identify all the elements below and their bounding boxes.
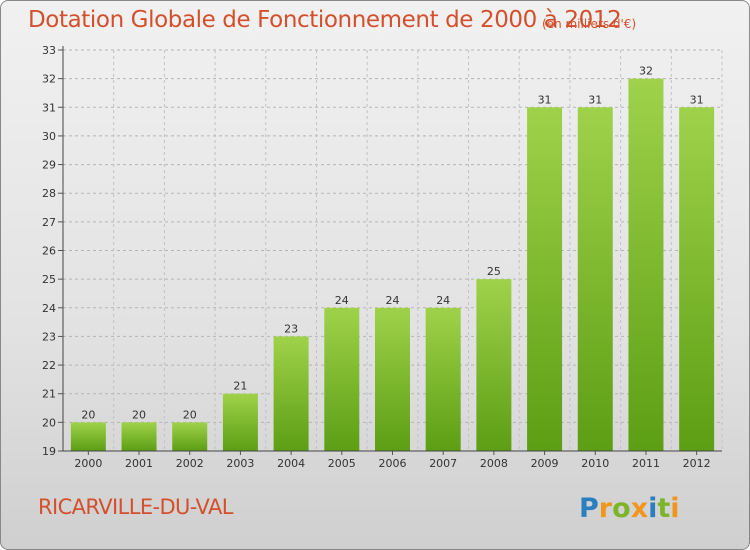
x-tick-label: 2012: [683, 457, 711, 470]
x-tick-label: 2002: [176, 457, 204, 470]
data-label: 20: [183, 408, 197, 421]
bar: [222, 393, 258, 451]
x-tick-label: 2007: [429, 457, 457, 470]
bar: [70, 422, 106, 451]
x-tick-label: 2003: [226, 457, 254, 470]
bar: [476, 279, 512, 451]
chart-title: Dotation Globale de Fonctionnement de 20…: [28, 7, 622, 33]
bar: [577, 107, 613, 452]
x-tick-label: 2010: [581, 457, 609, 470]
x-tick-label: 2005: [328, 457, 356, 470]
x-tick-label: 2004: [277, 457, 305, 470]
data-label: 31: [538, 93, 552, 106]
y-tick-label: 21: [42, 388, 56, 401]
data-label: 23: [284, 322, 298, 335]
x-tick-label: 2009: [531, 457, 559, 470]
bar: [527, 107, 563, 452]
bar: [375, 307, 410, 451]
y-tick-label: 27: [42, 216, 56, 229]
y-tick-label: 25: [42, 273, 56, 286]
bar: [324, 307, 360, 451]
y-tick-label: 33: [42, 44, 56, 57]
logo-letter: i: [648, 493, 657, 524]
x-tick-label: 2000: [74, 457, 102, 470]
data-label: 32: [639, 65, 653, 78]
svg-text:Proxiti: Proxiti: [579, 493, 680, 524]
axes: [58, 46, 722, 455]
data-label: 24: [436, 294, 450, 307]
bars: [70, 78, 715, 452]
data-label: 24: [335, 294, 349, 307]
y-tick-label: 31: [42, 101, 56, 114]
bar: [172, 422, 208, 451]
bar: [121, 422, 157, 451]
x-tick-label: 2011: [632, 457, 660, 470]
y-tick-label: 26: [42, 245, 56, 258]
data-label: 31: [588, 93, 602, 106]
y-tick-label: 19: [42, 445, 56, 458]
bar: [679, 107, 715, 452]
x-tick-label: 2008: [480, 457, 508, 470]
data-label: 20: [132, 408, 146, 421]
chart-subtitle: (en milliers d'€): [542, 17, 637, 31]
y-tick-label: 30: [42, 130, 56, 143]
logo-letter: t: [657, 493, 670, 524]
y-tick-label: 23: [42, 330, 56, 343]
x-tick-label: 2006: [379, 457, 407, 470]
y-tick-label: 28: [42, 187, 56, 200]
y-tick-label: 32: [42, 73, 56, 86]
x-tick-label: 2001: [125, 457, 153, 470]
logo-letter: P: [579, 493, 599, 524]
logo-letter: x: [631, 493, 648, 524]
data-label: 25: [487, 265, 501, 278]
data-label: 20: [81, 408, 95, 421]
y-tick-label: 29: [42, 159, 56, 172]
y-tick-label: 24: [42, 302, 56, 315]
y-tick-label: 22: [42, 359, 56, 372]
data-label: 31: [690, 93, 704, 106]
data-label: 24: [386, 294, 400, 307]
y-tick-label: 20: [42, 416, 56, 429]
logo-letter: r: [599, 493, 613, 524]
bar: [273, 336, 309, 451]
municipality-name: RICARVILLE-DU-VAL: [38, 495, 233, 519]
proxiti-logo: Proxiti: [579, 493, 680, 524]
bar: [628, 78, 664, 452]
logo-letter: i: [670, 493, 679, 524]
bar: [425, 307, 461, 451]
logo-letter: o: [612, 493, 631, 524]
data-label: 21: [233, 380, 247, 393]
labels: 19 20 21 22 23 24 25 26 27 28 29 30 31 32 33 20 2000 20 20…: [42, 44, 711, 470]
